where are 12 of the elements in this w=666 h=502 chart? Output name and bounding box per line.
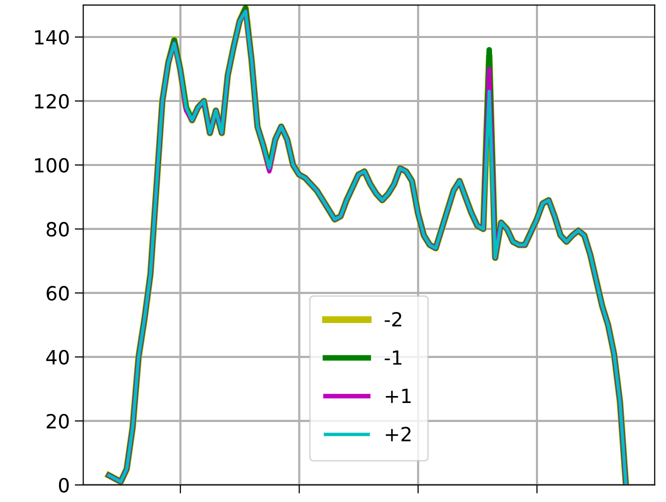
legend-label: +1 bbox=[386, 388, 411, 403]
y-tick-label: 140 bbox=[35, 30, 69, 45]
y-tick-label: 40 bbox=[46, 350, 69, 365]
y-tick-label: 80 bbox=[46, 222, 69, 237]
y-tick-label: 60 bbox=[46, 286, 69, 301]
y-tick-label: 0 bbox=[58, 478, 69, 493]
legend-label: -1 bbox=[384, 350, 402, 365]
y-tick-label: 120 bbox=[35, 94, 69, 109]
y-tick-label: 100 bbox=[35, 158, 69, 173]
y-tick-label: 20 bbox=[46, 414, 69, 429]
legend-label: +2 bbox=[386, 426, 411, 442]
legend-label: -2 bbox=[384, 312, 402, 326]
